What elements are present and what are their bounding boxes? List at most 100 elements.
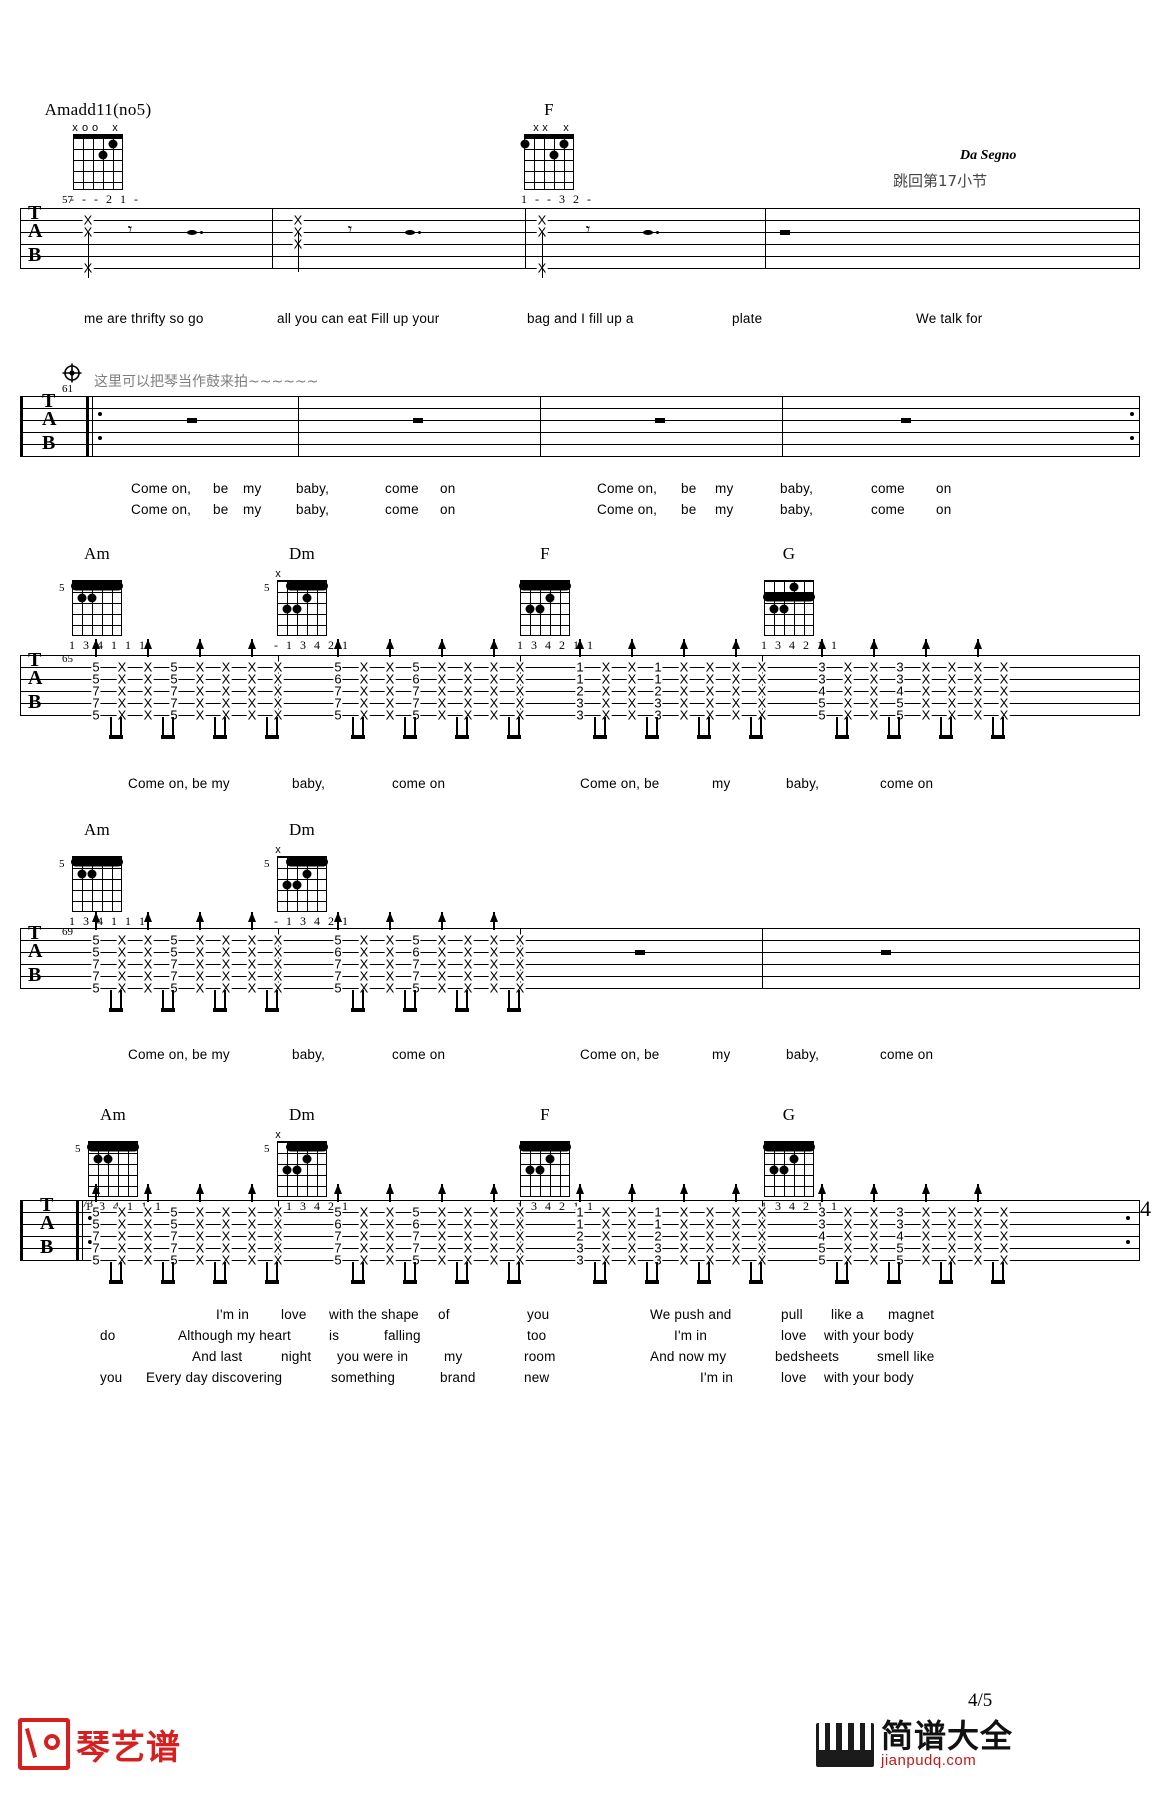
tab-mute-x: X bbox=[946, 1204, 958, 1220]
tab-mute-x: X bbox=[116, 932, 128, 948]
lyric-phrase: with your body bbox=[824, 1370, 914, 1385]
tab-mute-x: X bbox=[194, 956, 206, 972]
tab-mute-x: X bbox=[142, 695, 154, 711]
tab-mute-x: X bbox=[514, 1240, 526, 1256]
lyric-phrase: come on bbox=[880, 776, 934, 791]
tab-mute-x: X bbox=[678, 659, 690, 675]
strum-down-bracket bbox=[455, 717, 475, 739]
tab-fret-number: 5 bbox=[817, 1240, 827, 1256]
publisher-website-url[interactable]: jianpudq.com bbox=[881, 1752, 977, 1769]
repeat-dot bbox=[88, 1216, 92, 1220]
tab-mute-x: X bbox=[842, 707, 854, 723]
tab-mute-x: X bbox=[946, 1240, 958, 1256]
tab-fret-number: 5 bbox=[333, 1204, 343, 1220]
tab-fret-number: 5 bbox=[91, 659, 101, 675]
strum-down-bracket bbox=[593, 717, 613, 739]
tab-mute-x: X bbox=[946, 707, 958, 723]
tab-mute-x: X bbox=[730, 1228, 742, 1244]
tab-fret-number: 7 bbox=[169, 1228, 179, 1244]
tab-mute-x: X bbox=[704, 683, 716, 699]
tab-mute-x: X bbox=[384, 1240, 396, 1256]
lyric-phrase: We push and bbox=[650, 1307, 732, 1322]
tab-fret-number: 3 bbox=[575, 707, 585, 723]
chord-name: G bbox=[782, 544, 796, 563]
tab-mute-x: X bbox=[972, 683, 984, 699]
tab-mute-x: X bbox=[246, 695, 258, 711]
tab-fret-number: 7 bbox=[91, 956, 101, 972]
tab-mute-x: X bbox=[462, 1240, 474, 1256]
chord-fretboard bbox=[763, 1141, 815, 1197]
chord-name: Amadd11(no5) bbox=[44, 100, 152, 119]
lyric-phrase: Come on, be bbox=[580, 1047, 660, 1062]
tab-mute-x: X bbox=[868, 659, 880, 675]
chord-mute-markers bbox=[517, 1130, 573, 1141]
eighth-rest: 𝄾 bbox=[347, 220, 353, 239]
tab-mute-x: X bbox=[436, 1252, 448, 1268]
segno-icon bbox=[62, 363, 82, 383]
chord-diagram-g-1: G 1 3 4 2 1 1 bbox=[752, 544, 837, 653]
chord-fretboard bbox=[763, 580, 815, 636]
tab-mute-x: X bbox=[626, 1252, 638, 1268]
chord-name: F bbox=[544, 100, 554, 119]
tab-mute-x: X bbox=[246, 659, 258, 675]
tab-mute-x: X bbox=[194, 1204, 206, 1220]
tab-mute-x: X bbox=[358, 659, 370, 675]
chord-diagram-dm-3: Dm x 5 - 1 3 4 2 1 bbox=[264, 1105, 348, 1214]
tab-mute-x: X bbox=[462, 1228, 474, 1244]
tab-mute-x: X bbox=[972, 1252, 984, 1268]
tab-mute-x: X bbox=[142, 671, 154, 687]
chord-fingering: 1 3 4 2 1 1 bbox=[517, 638, 596, 652]
tab-mute-x: X bbox=[972, 1216, 984, 1232]
tab-mute-x: X bbox=[116, 1252, 128, 1268]
tab-fret-number: 5 bbox=[91, 1204, 101, 1220]
tab-clef-letter-a: A bbox=[40, 1212, 55, 1234]
strum-down-bracket bbox=[161, 1262, 181, 1284]
tab-mute-x: X bbox=[998, 707, 1010, 723]
measure-number: 65 bbox=[62, 653, 73, 665]
tab-mute-x: X bbox=[142, 683, 154, 699]
tab-mute-x: X bbox=[756, 1204, 768, 1220]
tab-mute-x: X bbox=[142, 944, 154, 960]
tab-fret-number: 5 bbox=[333, 707, 343, 723]
chord-base-fret: 5 bbox=[264, 858, 270, 870]
publisher-logo-right[interactable]: 简谱大全 jianpudq.com bbox=[816, 1720, 1013, 1769]
tab-mute-x: X bbox=[536, 212, 548, 228]
tab-mute-x: X bbox=[142, 1240, 154, 1256]
publisher-logo-left[interactable]: 琴艺谱 bbox=[18, 1718, 181, 1770]
lyric-phrase: do bbox=[100, 1328, 116, 1343]
tab-mute-x: X bbox=[842, 1240, 854, 1256]
chord-mute-markers bbox=[85, 1130, 141, 1141]
whole-rest bbox=[881, 950, 891, 955]
tab-fret-number: 7 bbox=[411, 968, 421, 984]
repeat-dot bbox=[98, 412, 102, 416]
chord-diagram-f-3: F 1 3 4 2 1 1 bbox=[508, 1105, 593, 1214]
tab-mute-x: X bbox=[678, 1228, 690, 1244]
strum-down-bracket bbox=[645, 1262, 665, 1284]
chord-name: Am bbox=[83, 820, 111, 839]
tab-fret-number: 1 bbox=[575, 671, 585, 687]
tab-fret-number: 3 bbox=[895, 1204, 905, 1220]
tab-mute-x: X bbox=[116, 956, 128, 972]
tab-staff: T A B bbox=[20, 391, 1140, 458]
lyric-phrase: brand bbox=[440, 1370, 476, 1385]
tab-fret-number: 7 bbox=[91, 1240, 101, 1256]
tab-mute-x: X bbox=[436, 1240, 448, 1256]
lyric-phrase: something bbox=[331, 1370, 396, 1385]
tab-mute-x: X bbox=[600, 695, 612, 711]
strum-down-bracket bbox=[265, 717, 285, 739]
tab-mute-x: X bbox=[488, 695, 500, 711]
tab-mute-x: X bbox=[436, 683, 448, 699]
tab-mute-x: X bbox=[358, 1216, 370, 1232]
tab-mute-x: X bbox=[756, 671, 768, 687]
tab-mute-x: X bbox=[194, 980, 206, 996]
tab-fret-number: 3 bbox=[817, 1216, 827, 1232]
lyric-word: on bbox=[440, 481, 456, 496]
tab-mute-x: X bbox=[358, 1204, 370, 1220]
tab-mute-x: X bbox=[358, 1240, 370, 1256]
whole-rest bbox=[413, 418, 423, 423]
tab-mute-x: X bbox=[194, 659, 206, 675]
tab-mute-x: X bbox=[246, 707, 258, 723]
tab-mute-x: X bbox=[436, 695, 448, 711]
